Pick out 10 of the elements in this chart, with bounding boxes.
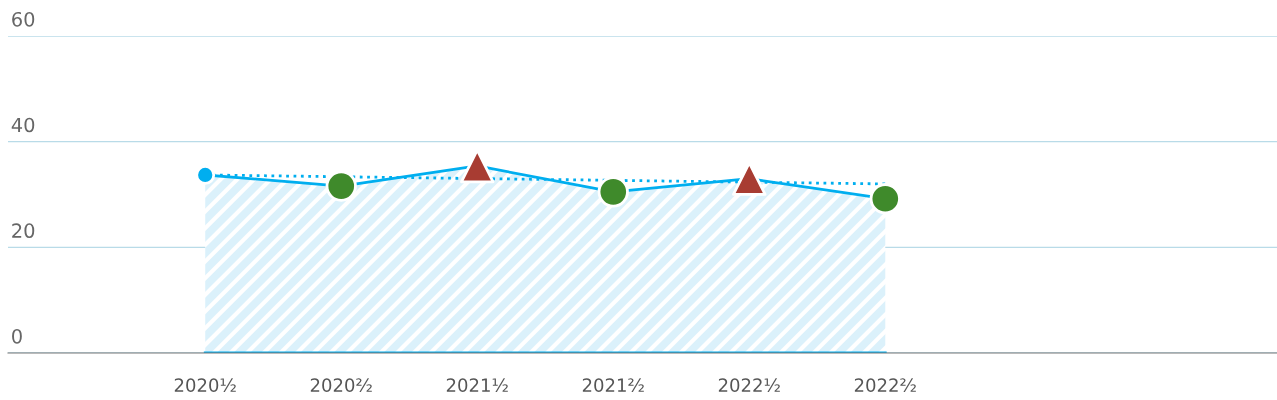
x-tick-label: 2022²⁄₂ <box>854 378 916 392</box>
x-tick-label: 2020¹⁄₂ <box>174 378 236 392</box>
y-tick-label: 20 <box>12 223 35 239</box>
y-tick-label: 0 <box>12 328 22 344</box>
x-tick-label: 2020²⁄₂ <box>310 378 372 392</box>
x-tick-label: 2022¹⁄₂ <box>718 378 780 392</box>
y-tick-label: 60 <box>12 11 35 27</box>
x-tick-label: 2021²⁄₂ <box>582 378 644 392</box>
y-tick-label: 40 <box>11 117 35 133</box>
x-tick-label: 2021¹⁄₂ <box>446 378 508 392</box>
